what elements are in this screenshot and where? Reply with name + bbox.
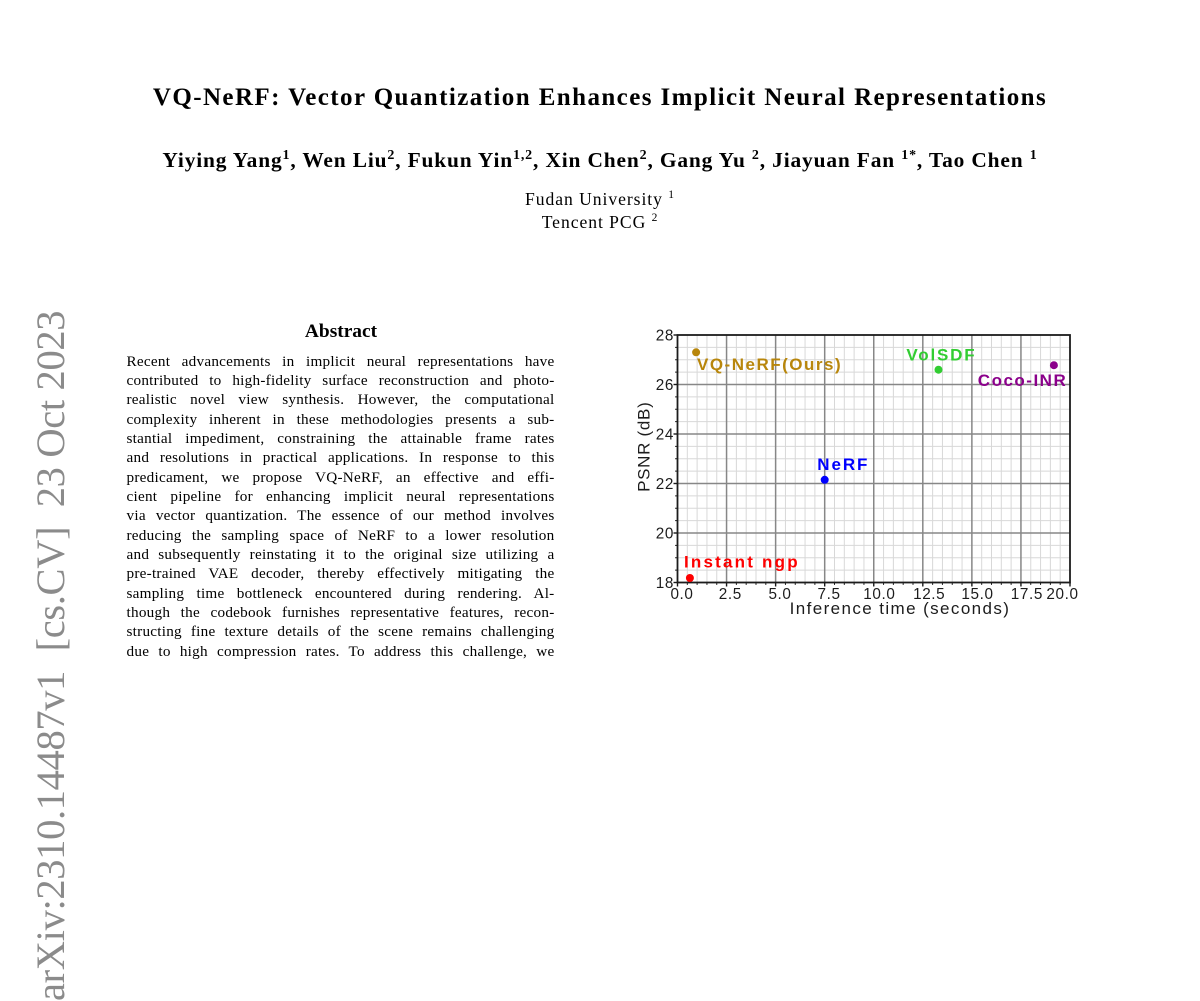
svg-text:22: 22 — [656, 476, 674, 493]
svg-text:18: 18 — [656, 575, 674, 592]
svg-text:15.0: 15.0 — [961, 586, 993, 603]
svg-text:28: 28 — [656, 328, 674, 345]
svg-text:17.5: 17.5 — [1011, 586, 1043, 603]
svg-text:24: 24 — [656, 427, 674, 444]
svg-text:Instant ngp: Instant ngp — [684, 553, 800, 572]
svg-text:0.0: 0.0 — [670, 586, 693, 603]
svg-text:Inference time (seconds): Inference time (seconds) — [790, 599, 1011, 618]
svg-text:PSNR (dB): PSNR (dB) — [635, 402, 654, 492]
svg-text:VolSDF: VolSDF — [906, 345, 976, 364]
svg-text:7.5: 7.5 — [818, 586, 841, 603]
svg-text:VQ-NeRF(Ours): VQ-NeRF(Ours) — [697, 355, 842, 374]
svg-text:12.5: 12.5 — [913, 586, 945, 603]
svg-text:5.0: 5.0 — [768, 586, 791, 603]
svg-text:2.5: 2.5 — [719, 586, 742, 603]
svg-text:10.0: 10.0 — [863, 586, 895, 603]
svg-text:Coco-INR: Coco-INR — [978, 371, 1067, 390]
svg-text:20: 20 — [656, 526, 674, 543]
svg-text:20.0: 20.0 — [1046, 586, 1078, 603]
svg-text:26: 26 — [656, 377, 674, 394]
svg-text:NeRF: NeRF — [817, 455, 869, 474]
